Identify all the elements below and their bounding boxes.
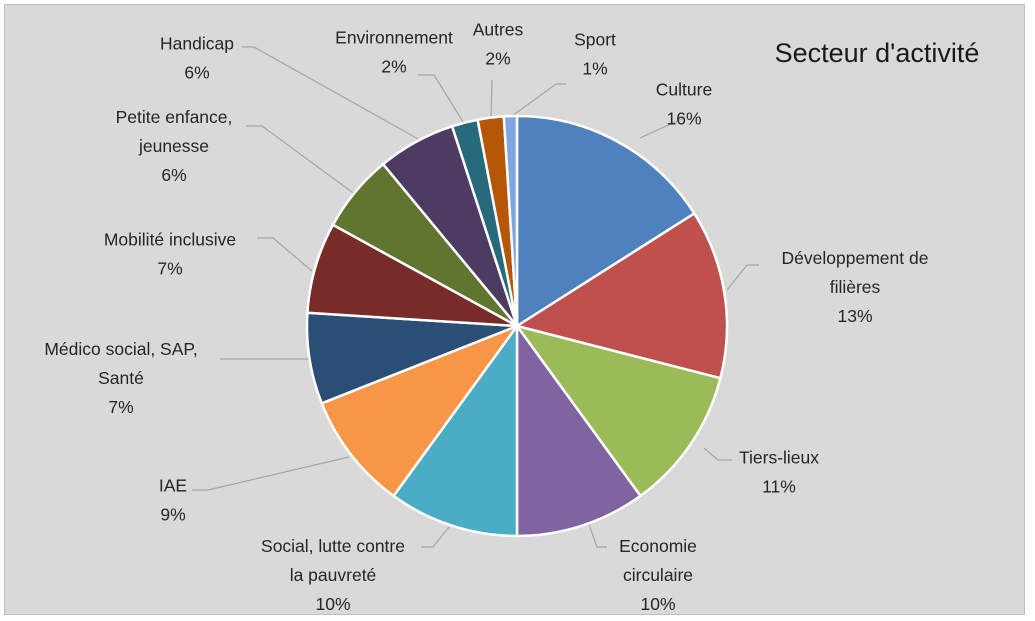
slice-label: Tiers-lieux 11% [739, 448, 819, 497]
slice-label: Développement de filières 13% [782, 248, 929, 326]
slice-name: Mobilité inclusive [104, 230, 236, 250]
slice-percent: 10% [315, 594, 350, 614]
slice-percent: 2% [485, 49, 510, 69]
slice-percent: 9% [160, 505, 185, 525]
leader-line [242, 46, 421, 141]
slice-percent: 6% [161, 165, 186, 185]
slice-name: Environnement [335, 28, 453, 48]
chart-title: Secteur d'activité [775, 38, 980, 68]
slice-percent: 7% [108, 397, 133, 417]
slice-label: Social, lutte contre la pauvreté 10% [261, 536, 405, 614]
leader-line [418, 74, 466, 126]
slice-label: Petite enfance, jeunesse 6% [116, 107, 233, 185]
leader-line [257, 237, 313, 272]
slice-labels: Culture 16% Développement de filières 13% Tie… [44, 20, 928, 615]
slice-percent: 10% [640, 594, 675, 614]
slice-name: Sport [574, 30, 616, 50]
slice-label: Environnement 2% [335, 28, 453, 77]
slice-name: filières [830, 277, 881, 297]
leader-line [421, 526, 450, 548]
pie-slice [515, 324, 642, 538]
slice-label: Sport 1% [574, 30, 616, 79]
slice-name: la pauvreté [290, 565, 377, 585]
slice-percent: 11% [762, 477, 796, 497]
leader-line [703, 447, 732, 461]
slice-percent: 2% [381, 57, 406, 77]
slice-name: Culture [656, 80, 712, 100]
slice-label: IAE 9% [159, 476, 187, 525]
leader-line [511, 83, 566, 117]
pie-slices [305, 114, 729, 538]
leader-line [726, 264, 759, 291]
leader-line [246, 125, 357, 196]
leader-line [490, 79, 493, 119]
slice-label: Handicap 6% [160, 34, 234, 83]
slice-name: Autres [473, 20, 524, 40]
pie-slice [502, 114, 519, 328]
leader-line [192, 456, 350, 491]
slice-label: Autres 2% [473, 20, 524, 69]
slice-name: jeunesse [138, 136, 209, 156]
slice-name: Petite enfance, [116, 107, 233, 127]
slice-name: Handicap [160, 34, 234, 54]
slice-name: Santé [98, 368, 144, 388]
slice-percent: 13% [837, 306, 872, 326]
slice-percent: 6% [184, 63, 209, 83]
slice-label: Mobilité inclusive 7% [104, 230, 236, 279]
slice-name: Développement de [782, 248, 929, 268]
pie-slice [392, 324, 519, 538]
leader-line [639, 117, 685, 139]
slice-label: Médico social, SAP, Santé 7% [44, 339, 197, 417]
leader-lines [192, 46, 759, 548]
pie-slice [515, 114, 696, 328]
slice-name: circulaire [623, 565, 693, 585]
slice-label: Culture 16% [656, 80, 712, 129]
slice-name: Economie [619, 536, 697, 556]
pie-slice [515, 212, 729, 380]
slice-name: IAE [159, 476, 187, 496]
slice-name: Médico social, SAP, [44, 339, 197, 359]
pie-slice [320, 324, 519, 498]
slice-name: Social, lutte contre [261, 536, 405, 556]
slice-percent: 7% [157, 259, 182, 279]
slice-percent: 16% [666, 109, 701, 129]
slice-name: Tiers-lieux [739, 448, 819, 468]
slice-label: Economie circulaire 10% [619, 536, 697, 614]
pie-slice [515, 324, 722, 498]
slice-percent: 1% [582, 59, 607, 79]
